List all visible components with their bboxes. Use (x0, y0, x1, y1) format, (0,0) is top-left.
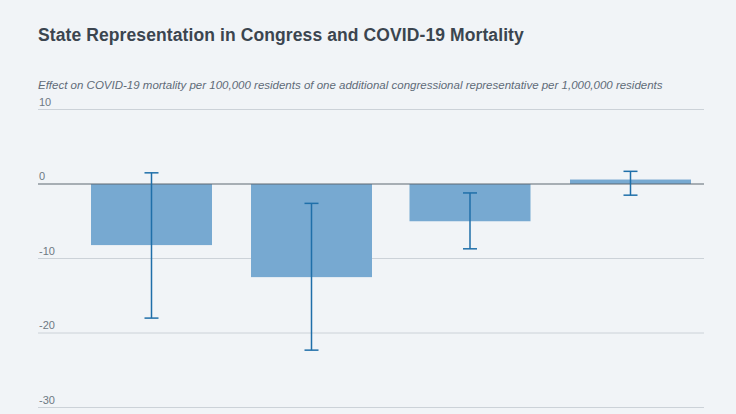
chart-card: State Representation in Congress and COV… (0, 0, 736, 414)
y-tick-label: -20 (39, 319, 55, 331)
y-tick-label: 0 (39, 170, 45, 182)
bar-chart-svg: 10 0 -10 -20 -30 (0, 0, 736, 414)
y-tick-label: 10 (39, 96, 51, 108)
y-tick-label: -30 (39, 394, 55, 406)
y-tick-label: -10 (39, 245, 55, 257)
